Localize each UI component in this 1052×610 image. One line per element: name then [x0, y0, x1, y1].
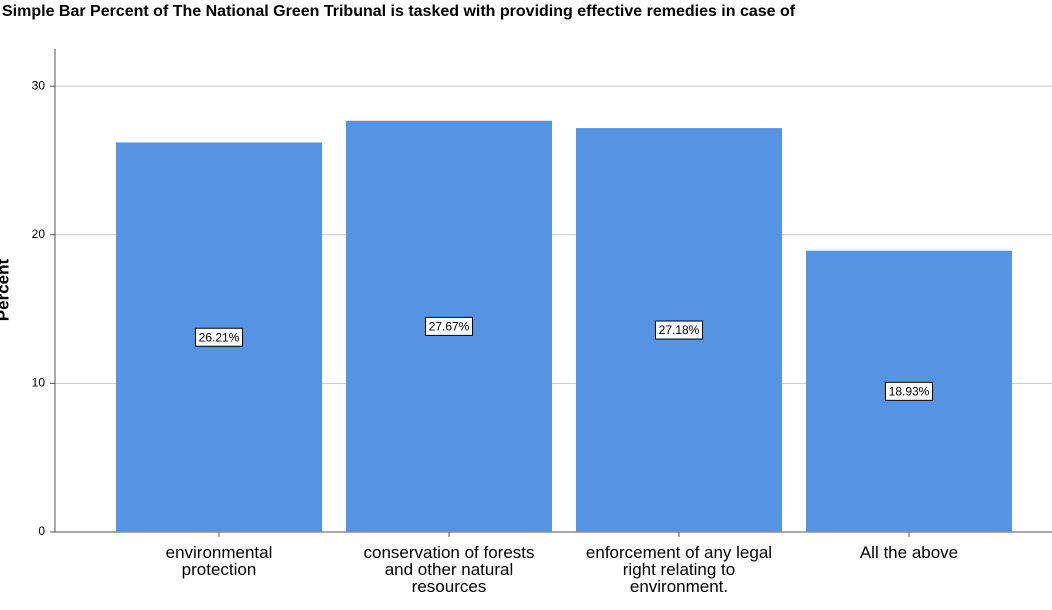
y-tick-label: 30 — [32, 78, 46, 92]
y-tick-label: 20 — [32, 227, 46, 241]
x-tick-label: conservation of forests and other natura… — [363, 543, 535, 596]
y-axis-label: Percent — [0, 258, 12, 321]
value-label: 27.67% — [429, 320, 470, 334]
value-label: 18.93% — [889, 385, 930, 399]
value-label-box — [194, 327, 244, 347]
chart-title: Simple Bar Percent of The National Green… — [2, 3, 796, 20]
value-label-box — [424, 316, 474, 336]
x-tick-label: enforcement of any legal right relating … — [585, 543, 773, 596]
value-label-box — [654, 320, 704, 340]
x-tick-label: All the above — [859, 543, 959, 562]
value-label-box — [884, 381, 934, 401]
y-tick-label: 0 — [38, 524, 45, 538]
y-tick-label: 10 — [32, 376, 46, 390]
value-label: 26.21% — [199, 330, 240, 344]
value-label: 27.18% — [659, 323, 700, 337]
x-tick-label: environmental protection — [165, 543, 273, 579]
